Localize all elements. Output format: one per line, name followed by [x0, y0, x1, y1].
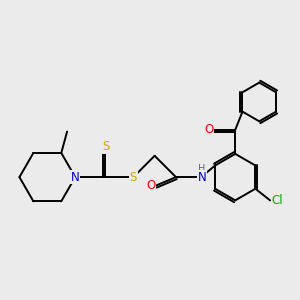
- Text: O: O: [204, 123, 213, 136]
- Text: Cl: Cl: [271, 194, 283, 207]
- Text: S: S: [102, 140, 109, 153]
- Text: O: O: [146, 179, 156, 192]
- Text: S: S: [130, 171, 137, 184]
- Text: H: H: [198, 164, 206, 174]
- Text: N: N: [197, 171, 206, 184]
- Text: N: N: [71, 171, 80, 184]
